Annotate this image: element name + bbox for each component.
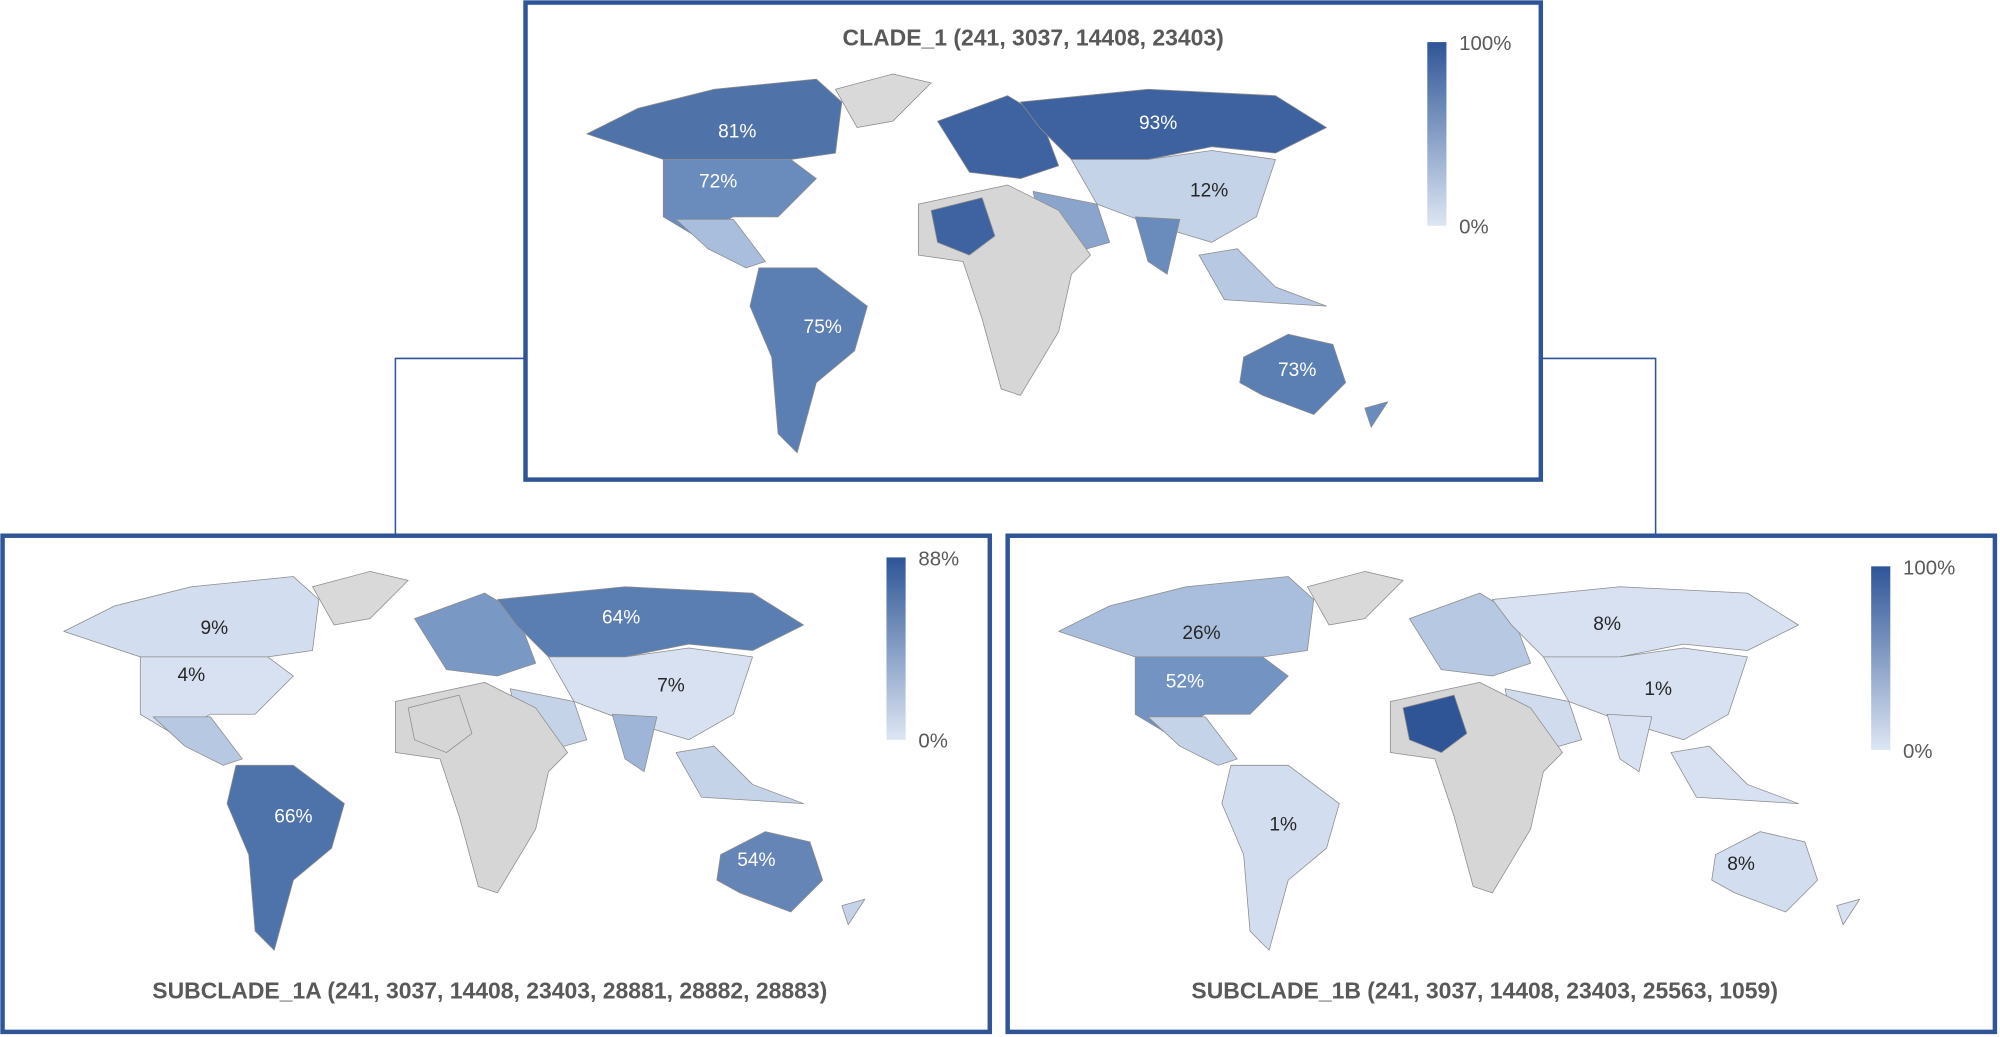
country-region bbox=[1542, 647, 1748, 741]
legend-min: 0% bbox=[1903, 741, 1932, 763]
legend-min: 0% bbox=[918, 731, 947, 753]
country-region bbox=[675, 745, 804, 804]
legend-min: 0% bbox=[1459, 217, 1488, 239]
country-region bbox=[930, 197, 996, 256]
world-map bbox=[586, 73, 1389, 454]
country-region bbox=[835, 73, 932, 128]
country-region bbox=[716, 831, 824, 913]
country-region bbox=[548, 647, 753, 741]
country-region bbox=[675, 219, 766, 269]
percent-label: 26% bbox=[1182, 623, 1220, 644]
percent-label: 7% bbox=[657, 675, 685, 696]
percent-label: 81% bbox=[718, 122, 756, 143]
connector bbox=[1540, 357, 1657, 536]
legend-scale bbox=[1427, 42, 1447, 226]
legend-max: 100% bbox=[1903, 557, 1955, 579]
percent-label: 64% bbox=[602, 608, 640, 629]
percent-label: 12% bbox=[1190, 180, 1228, 201]
percent-label: 8% bbox=[1593, 614, 1621, 635]
country-region bbox=[749, 267, 868, 454]
percent-label: 1% bbox=[1644, 679, 1672, 700]
country-region bbox=[226, 764, 345, 951]
percent-label: 93% bbox=[1139, 113, 1177, 134]
percent-label: 1% bbox=[1269, 814, 1297, 835]
percent-label: 9% bbox=[200, 618, 228, 639]
country-region bbox=[1670, 745, 1799, 804]
legend-scale bbox=[886, 557, 906, 740]
country-region bbox=[139, 656, 294, 734]
country-region bbox=[841, 898, 866, 926]
legend-scale bbox=[1871, 566, 1891, 751]
country-region bbox=[1239, 333, 1347, 415]
country-region bbox=[1071, 150, 1276, 243]
country-region bbox=[611, 713, 658, 773]
country-region bbox=[1198, 248, 1327, 307]
country-region bbox=[1307, 571, 1404, 626]
world-map bbox=[1058, 571, 1861, 951]
country-region bbox=[1134, 656, 1289, 734]
panel-title: SUBCLADE_1B (241, 3037, 14408, 23403, 25… bbox=[1191, 977, 1778, 1003]
country-region bbox=[1134, 216, 1181, 275]
country-region bbox=[407, 694, 473, 753]
percent-label: 66% bbox=[274, 807, 312, 828]
panel-title: SUBCLADE_1A (241, 3037, 14408, 23403, 28… bbox=[152, 977, 827, 1003]
country-region bbox=[152, 716, 243, 766]
country-region bbox=[1409, 592, 1531, 677]
country-region bbox=[1402, 694, 1468, 753]
percent-label: 8% bbox=[1727, 854, 1755, 875]
country-region bbox=[1020, 88, 1327, 160]
country-region bbox=[1221, 764, 1340, 951]
percent-label: 4% bbox=[177, 665, 205, 686]
panel-title: CLADE_1 (241, 3037, 14408, 23403) bbox=[843, 25, 1224, 51]
country-region bbox=[1147, 716, 1238, 766]
country-region bbox=[414, 592, 537, 677]
country-region bbox=[1606, 713, 1653, 773]
country-region bbox=[662, 159, 817, 237]
percent-label: 73% bbox=[1278, 360, 1316, 381]
country-region bbox=[1711, 831, 1818, 913]
percent-label: 75% bbox=[804, 317, 842, 338]
legend-max: 88% bbox=[918, 548, 959, 570]
country-region bbox=[497, 586, 804, 658]
country-region bbox=[1364, 401, 1389, 428]
percent-label: 72% bbox=[699, 171, 737, 192]
country-region bbox=[312, 571, 409, 626]
country-region bbox=[1491, 586, 1799, 658]
legend-max: 100% bbox=[1459, 33, 1511, 55]
country-region bbox=[1836, 898, 1861, 926]
country-region bbox=[937, 95, 1060, 179]
world-map bbox=[63, 571, 866, 951]
percent-label: 52% bbox=[1166, 671, 1204, 692]
connector bbox=[394, 357, 526, 536]
percent-label: 54% bbox=[737, 850, 775, 871]
